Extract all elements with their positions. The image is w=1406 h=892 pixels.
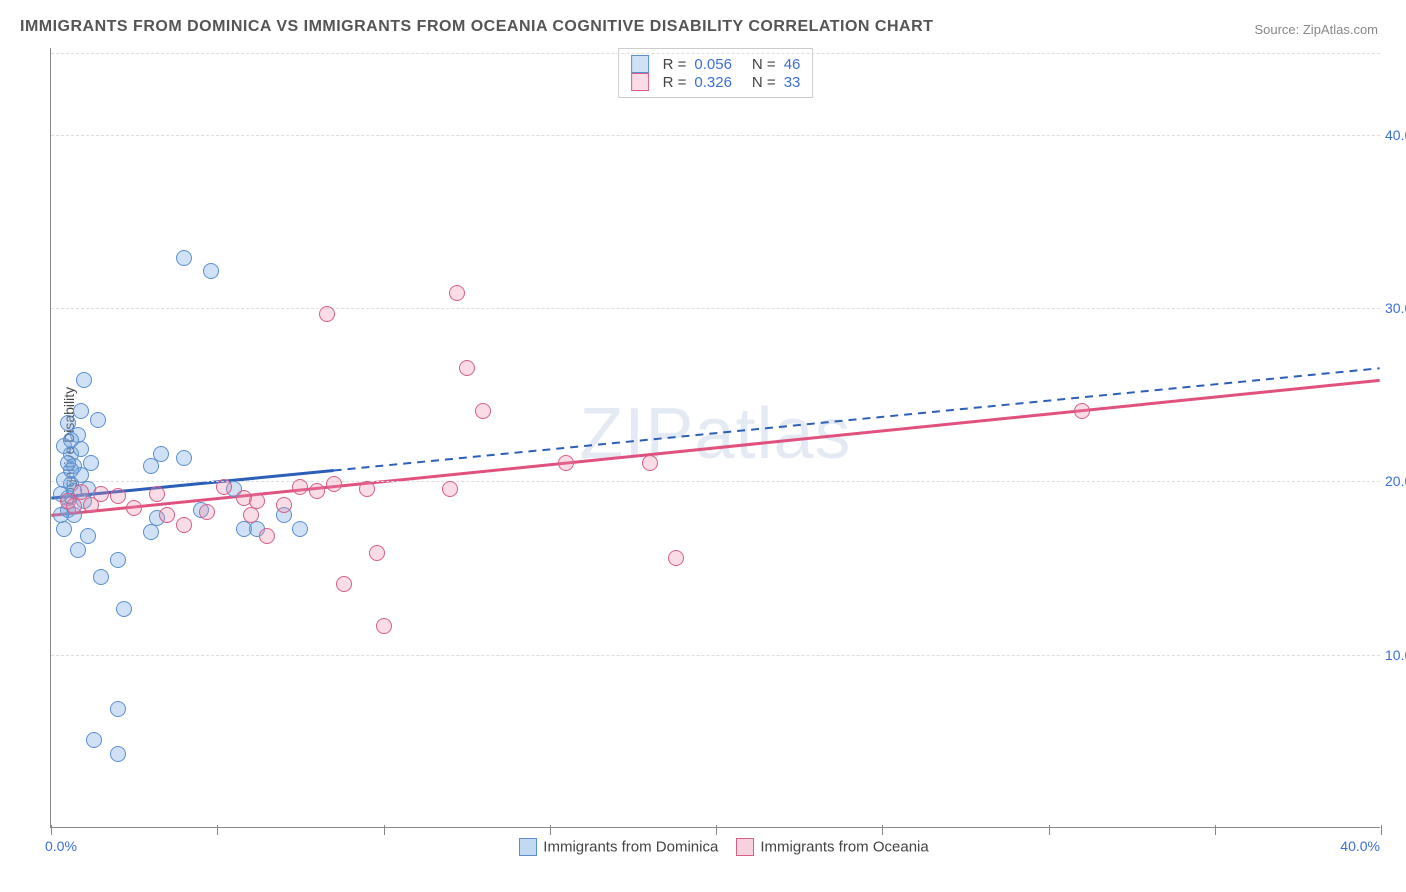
scatter-point bbox=[376, 618, 392, 634]
n-label: N = bbox=[752, 56, 776, 73]
scatter-point bbox=[326, 476, 342, 492]
scatter-point bbox=[176, 450, 192, 466]
scatter-point bbox=[149, 486, 165, 502]
x-tick bbox=[1049, 825, 1050, 835]
n-value: 46 bbox=[784, 56, 801, 73]
scatter-point bbox=[176, 250, 192, 266]
stats-legend-row: R = 0.326 N = 33 bbox=[631, 73, 801, 91]
scatter-point bbox=[199, 504, 215, 520]
scatter-point bbox=[475, 403, 491, 419]
scatter-point bbox=[159, 507, 175, 523]
r-value: 0.056 bbox=[694, 56, 732, 73]
x-tick bbox=[550, 825, 551, 835]
x-tick bbox=[716, 825, 717, 835]
scatter-point bbox=[319, 306, 335, 322]
r-label: R = bbox=[663, 74, 687, 91]
scatter-point bbox=[110, 488, 126, 504]
scatter-point bbox=[558, 455, 574, 471]
x-tick bbox=[384, 825, 385, 835]
scatter-point bbox=[110, 701, 126, 717]
gridline bbox=[51, 308, 1380, 309]
scatter-point bbox=[292, 479, 308, 495]
r-value: 0.326 bbox=[694, 74, 732, 91]
scatter-point bbox=[153, 446, 169, 462]
scatter-point bbox=[86, 732, 102, 748]
scatter-point bbox=[292, 521, 308, 537]
x-tick bbox=[1215, 825, 1216, 835]
legend-swatch bbox=[631, 73, 649, 91]
x-tick bbox=[217, 825, 218, 835]
legend-swatch bbox=[736, 838, 754, 856]
r-label: R = bbox=[663, 56, 687, 73]
legend-label: Immigrants from Dominica bbox=[543, 839, 718, 856]
scatter-point bbox=[110, 552, 126, 568]
scatter-point bbox=[60, 415, 76, 431]
scatter-point bbox=[63, 432, 79, 448]
n-label: N = bbox=[752, 74, 776, 91]
legend-swatch bbox=[519, 838, 537, 856]
scatter-point bbox=[259, 528, 275, 544]
scatter-point bbox=[66, 498, 82, 514]
x-tick bbox=[51, 825, 52, 835]
scatter-point bbox=[668, 550, 684, 566]
y-tick-label: 30.0% bbox=[1385, 300, 1406, 316]
scatter-point bbox=[442, 481, 458, 497]
scatter-point bbox=[93, 486, 109, 502]
scatter-chart-area: ZIPatlas R = 0.056N = 46R = 0.326N = 33 … bbox=[50, 48, 1380, 828]
scatter-point bbox=[90, 412, 106, 428]
gridline bbox=[51, 53, 1380, 54]
scatter-point bbox=[110, 746, 126, 762]
scatter-point bbox=[249, 493, 265, 509]
x-tick bbox=[882, 825, 883, 835]
scatter-point bbox=[369, 545, 385, 561]
scatter-point bbox=[126, 500, 142, 516]
scatter-point bbox=[203, 263, 219, 279]
scatter-point bbox=[56, 521, 72, 537]
scatter-point bbox=[336, 576, 352, 592]
stats-legend: R = 0.056 N = 46 R = 0.326 N = 33 bbox=[618, 48, 814, 98]
y-tick-label: 40.0% bbox=[1385, 127, 1406, 143]
scatter-point bbox=[309, 483, 325, 499]
scatter-point bbox=[176, 517, 192, 533]
scatter-point bbox=[70, 542, 86, 558]
y-tick-label: 20.0% bbox=[1385, 473, 1406, 489]
n-value: 33 bbox=[784, 74, 801, 91]
series-legend: Immigrants from Dominica Immigrants from … bbox=[50, 838, 1380, 856]
source-attribution: Source: ZipAtlas.com bbox=[1254, 22, 1378, 37]
scatter-point bbox=[143, 524, 159, 540]
gridline bbox=[51, 655, 1380, 656]
scatter-point bbox=[459, 360, 475, 376]
legend-label: Immigrants from Oceania bbox=[760, 839, 928, 856]
trend-lines-layer bbox=[51, 48, 1380, 827]
scatter-point bbox=[1074, 403, 1090, 419]
legend-swatch bbox=[631, 55, 649, 73]
chart-title: IMMIGRANTS FROM DOMINICA VS IMMIGRANTS F… bbox=[20, 18, 933, 36]
stats-legend-row: R = 0.056 N = 46 bbox=[631, 55, 801, 73]
scatter-point bbox=[93, 569, 109, 585]
scatter-point bbox=[359, 481, 375, 497]
gridline bbox=[51, 135, 1380, 136]
scatter-point bbox=[216, 479, 232, 495]
scatter-point bbox=[73, 403, 89, 419]
scatter-point bbox=[449, 285, 465, 301]
x-tick bbox=[1381, 825, 1382, 835]
scatter-point bbox=[60, 455, 76, 471]
x-axis-labels: 0.0% 40.0% Immigrants from DominicaImmig… bbox=[50, 838, 1380, 868]
scatter-point bbox=[243, 507, 259, 523]
trend-line-dashed bbox=[334, 368, 1380, 470]
scatter-point bbox=[116, 601, 132, 617]
gridline bbox=[51, 481, 1380, 482]
scatter-point bbox=[76, 372, 92, 388]
scatter-point bbox=[276, 497, 292, 513]
y-tick-label: 10.0% bbox=[1385, 647, 1406, 663]
scatter-point bbox=[642, 455, 658, 471]
scatter-point bbox=[80, 528, 96, 544]
